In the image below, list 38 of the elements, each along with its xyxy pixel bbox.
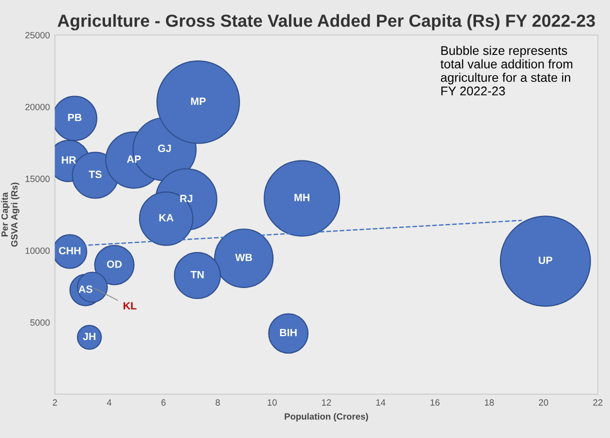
series-label: UP [538,256,552,264]
annotation: Bubble size represents total value addition from agriculture for a state in FY 2022-23 [440,46,572,96]
series-label: KA [159,214,174,222]
y-tick-label: 5000 [30,319,50,326]
series-label: OD [106,260,122,268]
x-tick-label: 16 [430,399,440,406]
series-label: MH [294,194,310,202]
series-label: WB [235,254,252,261]
series-label: RJ [180,194,192,202]
series-label: HR [62,156,76,164]
chart-title: Agriculture - Gross State Value Added Per Capita (Rs) FY 2022-23 [58,14,595,30]
x-tick-label: 12 [322,399,331,406]
y-tick-label: 10000 [26,248,50,254]
series-label: TN [190,271,204,278]
series-label: PB [68,114,82,122]
x-tick-label: 6 [161,399,166,406]
x-axis-title: Population (Crores) [284,413,368,422]
x-tick-label: 10 [268,399,277,406]
series-label: AS [78,285,92,293]
series-label: BIH [280,328,297,336]
y-tick-label: 15000 [26,176,50,182]
y-tick-label: 20000 [25,104,50,110]
x-tick-label: 14 [376,399,386,406]
x-tick-label: 20 [538,399,548,406]
series-label: AP [126,156,141,163]
y-axis-title: Per Capita GSVA Agri (Rs) [1,182,20,247]
x-tick-label: 18 [484,399,494,406]
series-label: CHH [58,246,80,254]
y-tick-label: 25000 [25,32,50,38]
x-tick-label: 22 [593,399,602,406]
x-tick-label: 8 [216,399,220,406]
series-label: JH [82,332,96,340]
x-tick-label: 2 [52,399,57,406]
series-label: GJ [158,144,171,152]
x-tick-label: 4 [106,399,112,406]
annotation: KL [124,302,136,310]
series-label: TS [88,170,102,178]
series-label: MP [191,98,206,105]
